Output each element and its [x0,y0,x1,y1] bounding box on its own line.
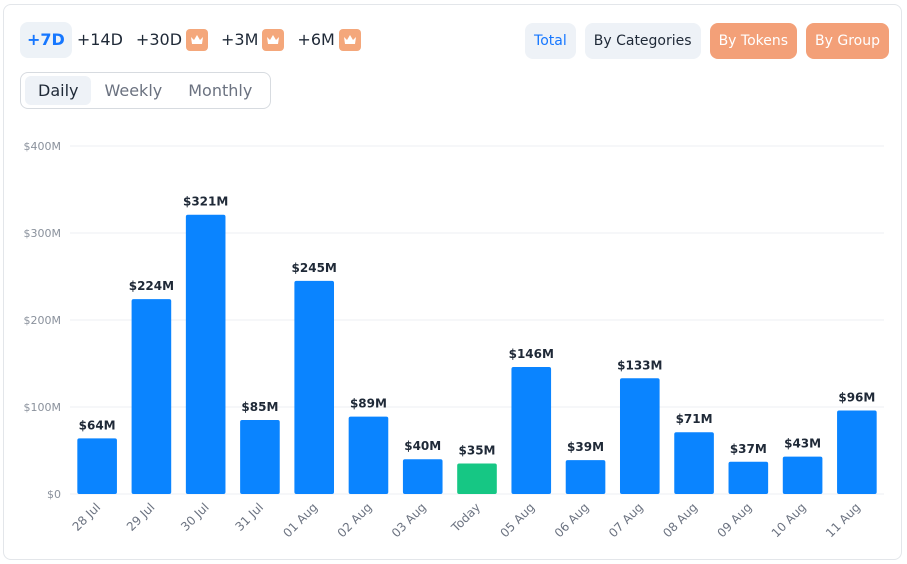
bar[interactable] [782,456,823,494]
data-label: $37M [730,442,767,456]
period-weekly-tab[interactable]: Weekly [104,81,163,100]
data-label: $96M [838,390,875,404]
bar[interactable] [674,432,714,494]
x-tick-label: 08 Aug [660,500,700,540]
range-7d-button[interactable]: +7D [20,22,72,58]
x-tick-label: 01 Aug [280,500,320,540]
y-tick-label: $200M [24,314,62,327]
x-tick-label: 29 Jul [124,500,158,534]
x-tick-label: 31 Jul [232,500,266,534]
data-label: $71M [676,412,713,426]
data-label: $224M [129,279,174,293]
bar[interactable] [185,214,226,495]
view-mode-selector: Total By Categories By Tokens By Group [516,23,889,59]
period-monthly-tab[interactable]: Monthly [188,81,253,100]
period-daily-tab[interactable]: Daily [25,76,92,105]
time-range-selector: +7D +14D +30D +3M +6M [20,22,369,58]
range-label: +14D [76,30,123,49]
bar[interactable] [565,460,606,494]
data-label: $146M [509,347,554,361]
bar[interactable] [402,459,443,494]
period-toggle: Daily Weekly Monthly [20,72,271,109]
range-14d-button[interactable]: +14D [72,22,128,58]
range-label: +30D [135,30,183,49]
data-label: $43M [784,437,821,451]
data-label: $39M [567,440,604,454]
y-tick-label: $100M [24,401,62,414]
x-tick-label: 07 Aug [606,500,646,540]
y-tick-label: $400M [24,140,62,153]
bar[interactable] [131,299,172,494]
x-tick-label: 06 Aug [552,500,592,540]
x-tick-label: 05 Aug [497,500,537,540]
data-label: $35M [459,444,496,458]
crown-icon [186,29,209,51]
bar[interactable] [457,463,497,494]
bar[interactable] [240,420,280,494]
total-button[interactable]: Total [525,23,576,59]
data-label: $89M [350,397,387,411]
range-3m-button[interactable]: +3M [216,22,289,58]
data-label: $133M [617,358,662,372]
x-tick-label: 03 Aug [389,500,429,540]
by-tokens-button[interactable]: By Tokens [709,23,798,59]
crown-icon [262,29,285,51]
y-tick-label: $0 [47,488,61,501]
x-tick-label: Today [448,500,483,535]
x-tick-label: 11 Aug [823,500,863,540]
x-tick-label: 09 Aug [714,500,754,540]
data-label: $64M [79,418,116,432]
x-tick-label: 02 Aug [335,500,375,540]
range-label: +6M [297,30,335,49]
x-tick-label: 30 Jul [178,500,212,534]
data-label: $245M [292,261,337,275]
bar[interactable] [619,378,660,494]
range-label: +3M [221,30,259,49]
bar[interactable] [77,438,117,494]
range-label: +7D [27,30,65,49]
data-label: $85M [241,400,278,414]
data-label: $40M [404,439,441,453]
bar[interactable] [511,366,552,494]
bar[interactable] [294,280,335,494]
by-categories-button[interactable]: By Categories [584,23,701,59]
bar[interactable] [728,461,769,494]
y-tick-label: $300M [24,227,62,240]
by-group-button[interactable]: By Group [806,23,889,59]
range-6m-button[interactable]: +6M [292,22,365,58]
x-tick-label: 28 Jul [70,500,104,534]
x-tick-label: 10 Aug [769,500,809,540]
bar[interactable] [348,416,389,494]
bar[interactable] [837,410,877,494]
crown-icon [338,29,361,51]
data-label: $321M [183,195,228,209]
range-30d-button[interactable]: +30D [131,22,213,58]
